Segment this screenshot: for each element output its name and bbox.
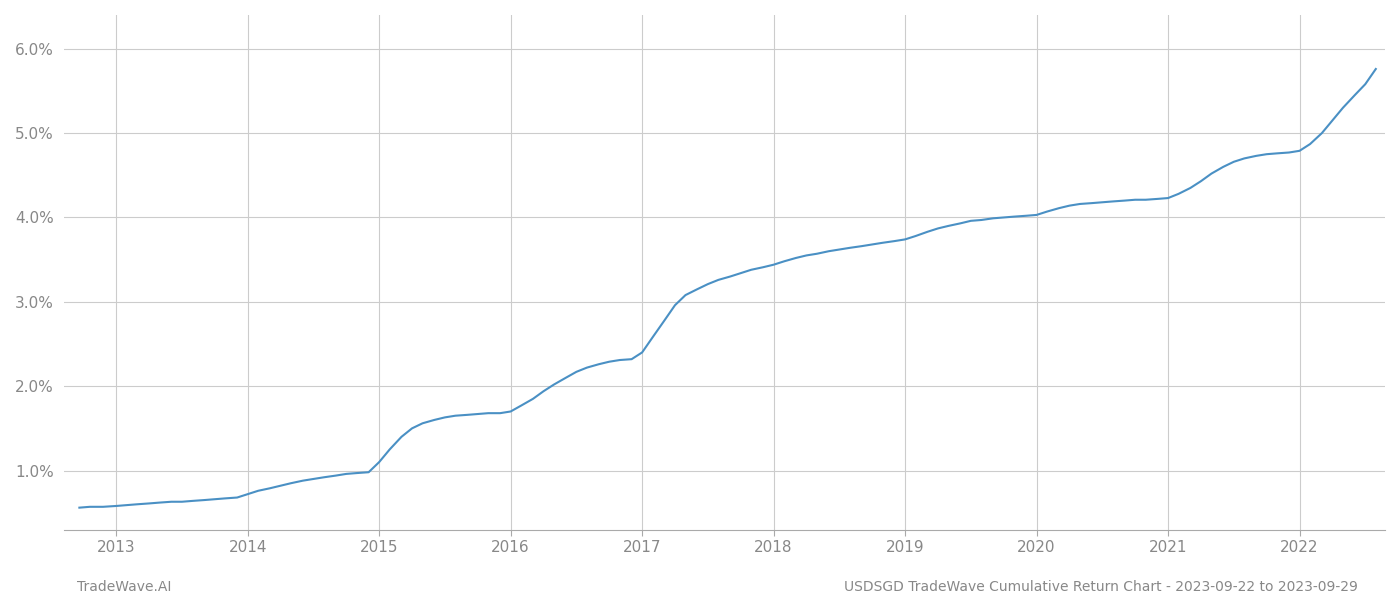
Text: USDSGD TradeWave Cumulative Return Chart - 2023-09-22 to 2023-09-29: USDSGD TradeWave Cumulative Return Chart… <box>844 580 1358 594</box>
Text: TradeWave.AI: TradeWave.AI <box>77 580 171 594</box>
